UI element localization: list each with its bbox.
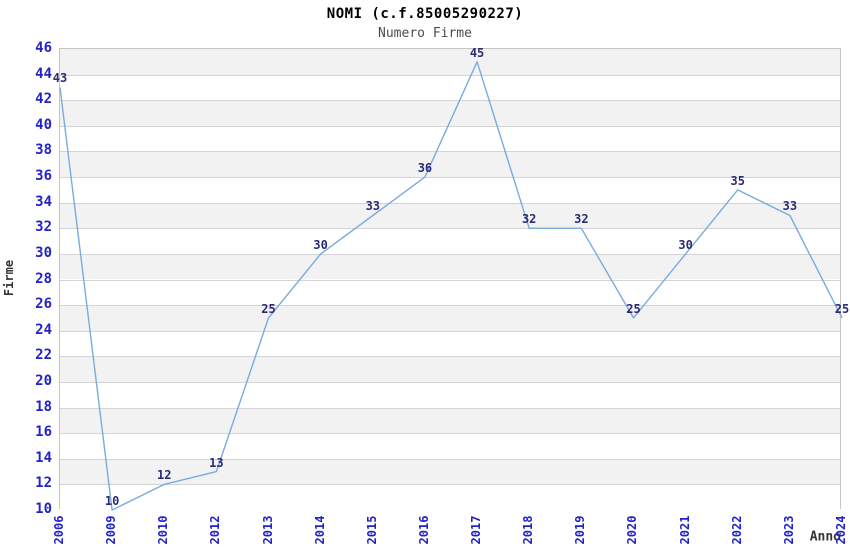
y-tick-label: 36 bbox=[35, 168, 52, 185]
point-label: 43 bbox=[52, 71, 68, 86]
x-tick-label: 2018 bbox=[521, 515, 536, 545]
plot-band bbox=[60, 407, 840, 434]
gridline bbox=[60, 330, 840, 332]
plot-band bbox=[60, 74, 840, 101]
x-tick-label: 2015 bbox=[364, 515, 379, 545]
y-tick-label: 44 bbox=[35, 65, 52, 82]
x-tick-label: 2009 bbox=[104, 515, 119, 545]
x-tick-label: 2016 bbox=[416, 515, 431, 545]
y-tick-label: 28 bbox=[35, 270, 52, 287]
gridline bbox=[60, 381, 840, 383]
x-tick-label: 2024 bbox=[834, 515, 848, 545]
point-label: 32 bbox=[521, 212, 537, 227]
gridline bbox=[60, 151, 840, 153]
x-tick-label: 2023 bbox=[781, 515, 796, 545]
plot-band bbox=[60, 305, 840, 331]
plot-band bbox=[60, 484, 840, 510]
gridline bbox=[60, 253, 840, 255]
y-tick-label: 18 bbox=[35, 398, 52, 415]
y-tick-label: 30 bbox=[35, 244, 52, 261]
gridline bbox=[60, 100, 840, 102]
gridline bbox=[60, 279, 840, 281]
y-tick-label: 22 bbox=[35, 347, 52, 364]
plot-band bbox=[60, 381, 840, 408]
plot-band bbox=[60, 279, 840, 306]
plot-band bbox=[60, 458, 840, 485]
point-label: 32 bbox=[574, 212, 589, 227]
series-line bbox=[59, 61, 843, 511]
x-tick-label: 2006 bbox=[52, 515, 66, 545]
gridline bbox=[60, 458, 840, 460]
point-label: 25 bbox=[626, 301, 641, 316]
gridline bbox=[60, 177, 840, 179]
y-tick-label: 12 bbox=[35, 475, 52, 492]
gridline bbox=[60, 305, 840, 307]
series-line-svg bbox=[59, 61, 843, 511]
chart-subtitle: Numero Firme bbox=[378, 26, 472, 41]
y-tick-label: 46 bbox=[35, 40, 52, 56]
gridline bbox=[60, 356, 840, 358]
y-tick-label: 24 bbox=[35, 321, 52, 338]
plot-band bbox=[60, 49, 840, 75]
y-tick-label: 16 bbox=[35, 424, 52, 441]
gridline bbox=[60, 228, 840, 230]
y-tick-label: 40 bbox=[35, 116, 52, 133]
gridline bbox=[60, 433, 840, 435]
y-tick-label: 20 bbox=[35, 372, 52, 389]
point-label: 36 bbox=[417, 161, 433, 176]
point-label: 33 bbox=[782, 199, 798, 214]
point-label: 12 bbox=[157, 468, 172, 483]
y-tick-label: 14 bbox=[35, 449, 52, 466]
x-tick-label: 2020 bbox=[625, 515, 640, 545]
x-axis-title: Anno bbox=[809, 529, 841, 545]
gridline bbox=[60, 407, 840, 409]
y-tick-label: 26 bbox=[35, 296, 52, 313]
chart-title: NOMI (c.f.85005290227) bbox=[326, 6, 524, 22]
point-label: 25 bbox=[834, 301, 850, 316]
y-tick-label: 38 bbox=[35, 142, 52, 159]
gridline bbox=[60, 484, 840, 486]
point-label: 25 bbox=[261, 301, 276, 316]
x-tick-label: 2017 bbox=[469, 515, 484, 545]
point-label: 30 bbox=[313, 237, 328, 252]
y-tick-label: 10 bbox=[35, 501, 52, 517]
plot-band bbox=[60, 356, 840, 382]
y-tick-label: 34 bbox=[35, 193, 52, 210]
point-label: 45 bbox=[469, 45, 485, 60]
point-label: 33 bbox=[365, 199, 381, 214]
gridline bbox=[60, 202, 840, 204]
plot-band bbox=[60, 228, 840, 254]
plot-area: 43 10 12 13 25 30 33 36 45 32 32 25 30 35 33 25 bbox=[53, 45, 849, 511]
gridline bbox=[60, 125, 840, 127]
x-tick-label: 2022 bbox=[729, 515, 744, 545]
plot-band bbox=[60, 253, 840, 280]
point-label: 13 bbox=[209, 455, 224, 470]
x-tick-label: 2010 bbox=[156, 515, 171, 545]
plot-band bbox=[60, 330, 840, 357]
x-tick-label: 2013 bbox=[260, 515, 275, 545]
point-label: 10 bbox=[104, 494, 120, 508]
point-label: 30 bbox=[678, 237, 693, 252]
x-tick-label: 2021 bbox=[677, 515, 692, 545]
point-label: 35 bbox=[730, 173, 745, 188]
x-tick-label: 2019 bbox=[573, 515, 588, 545]
gridline bbox=[60, 74, 840, 76]
plot-band bbox=[60, 151, 840, 178]
plot-band bbox=[60, 177, 840, 203]
x-tick-label: 2012 bbox=[208, 515, 223, 545]
x-tick-label: 2014 bbox=[312, 515, 327, 545]
plot-band bbox=[60, 433, 840, 459]
y-tick-label: 42 bbox=[35, 91, 52, 108]
plot-band bbox=[60, 125, 840, 152]
y-tick-label: 32 bbox=[35, 219, 52, 236]
